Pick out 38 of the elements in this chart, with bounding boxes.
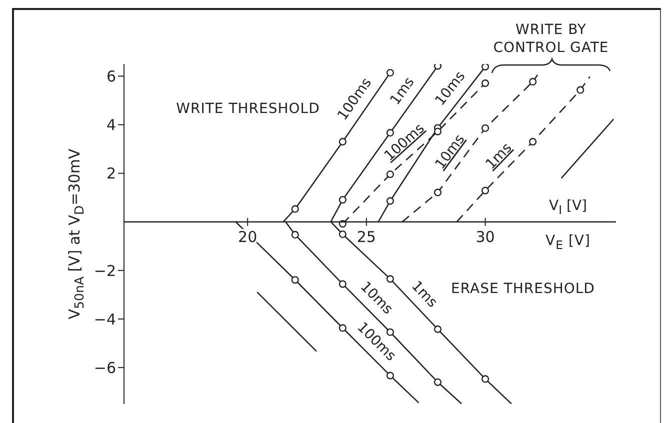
point <box>338 324 346 332</box>
y-tick-label: 4 <box>106 116 116 134</box>
point <box>386 68 394 77</box>
point <box>434 64 442 70</box>
point <box>434 378 442 386</box>
annotation: WRITE THRESHOLD <box>176 101 320 117</box>
point <box>481 375 490 383</box>
point <box>291 230 299 239</box>
y-tick-label: 6 <box>106 67 116 86</box>
point <box>386 170 394 178</box>
point <box>386 372 394 380</box>
annotation: ERASE THRESHOLD <box>451 281 595 297</box>
point <box>481 64 490 70</box>
y-tick-label: −2 <box>94 262 116 280</box>
point <box>481 124 490 132</box>
annotation: V$_{E}$ [V] <box>544 232 592 254</box>
y-tick-label: −6 <box>94 358 116 377</box>
y-tick-label: 2 <box>106 164 116 183</box>
point <box>481 186 490 194</box>
point <box>338 230 346 238</box>
point <box>386 197 394 205</box>
x-tick-label: 30 <box>476 228 495 246</box>
point <box>291 276 299 284</box>
x-axis-title: V$_{I}$ [V] <box>548 198 588 217</box>
point <box>338 196 346 204</box>
point <box>576 86 584 94</box>
point <box>529 138 537 146</box>
point <box>291 205 299 213</box>
point <box>434 188 442 196</box>
point <box>434 128 442 136</box>
point <box>338 280 346 288</box>
point <box>338 138 346 146</box>
point <box>529 78 537 86</box>
point <box>434 325 442 333</box>
point <box>481 79 490 87</box>
y-tick-label: −4 <box>94 310 116 328</box>
x-tick-label: 25 <box>356 228 376 246</box>
text: WRITE BY CONTROL GATE <box>492 21 610 57</box>
